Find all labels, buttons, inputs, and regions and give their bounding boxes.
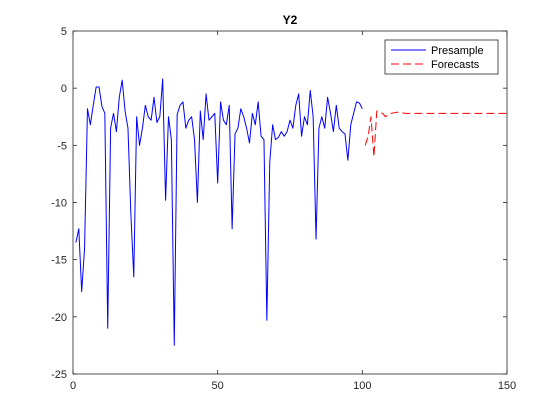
y-tick-label: 0 [61,83,67,95]
y-tick-label: -5 [57,140,67,152]
chart-title: Y2 [283,13,298,27]
x-tick-label: 50 [212,380,224,392]
y-tick-label: -15 [51,255,67,267]
x-tick-label: 100 [353,380,371,392]
legend-box [384,39,499,75]
series-line-forecasts [364,110,507,158]
legend: Presample Forecasts [384,39,499,75]
series-layer [75,78,507,346]
x-tick-label: 0 [70,380,76,392]
y-tick-label: -10 [51,198,67,210]
legend-label-presample: Presample [431,45,484,57]
y-tick-label: -25 [51,369,67,381]
y-tick-label: -20 [51,312,67,324]
x-tick-label: 150 [498,380,516,392]
plot-area [73,31,507,374]
series-line-presample [75,78,363,346]
legend-label-forecasts: Forecasts [431,59,480,71]
y-tick-label: 5 [61,26,67,38]
